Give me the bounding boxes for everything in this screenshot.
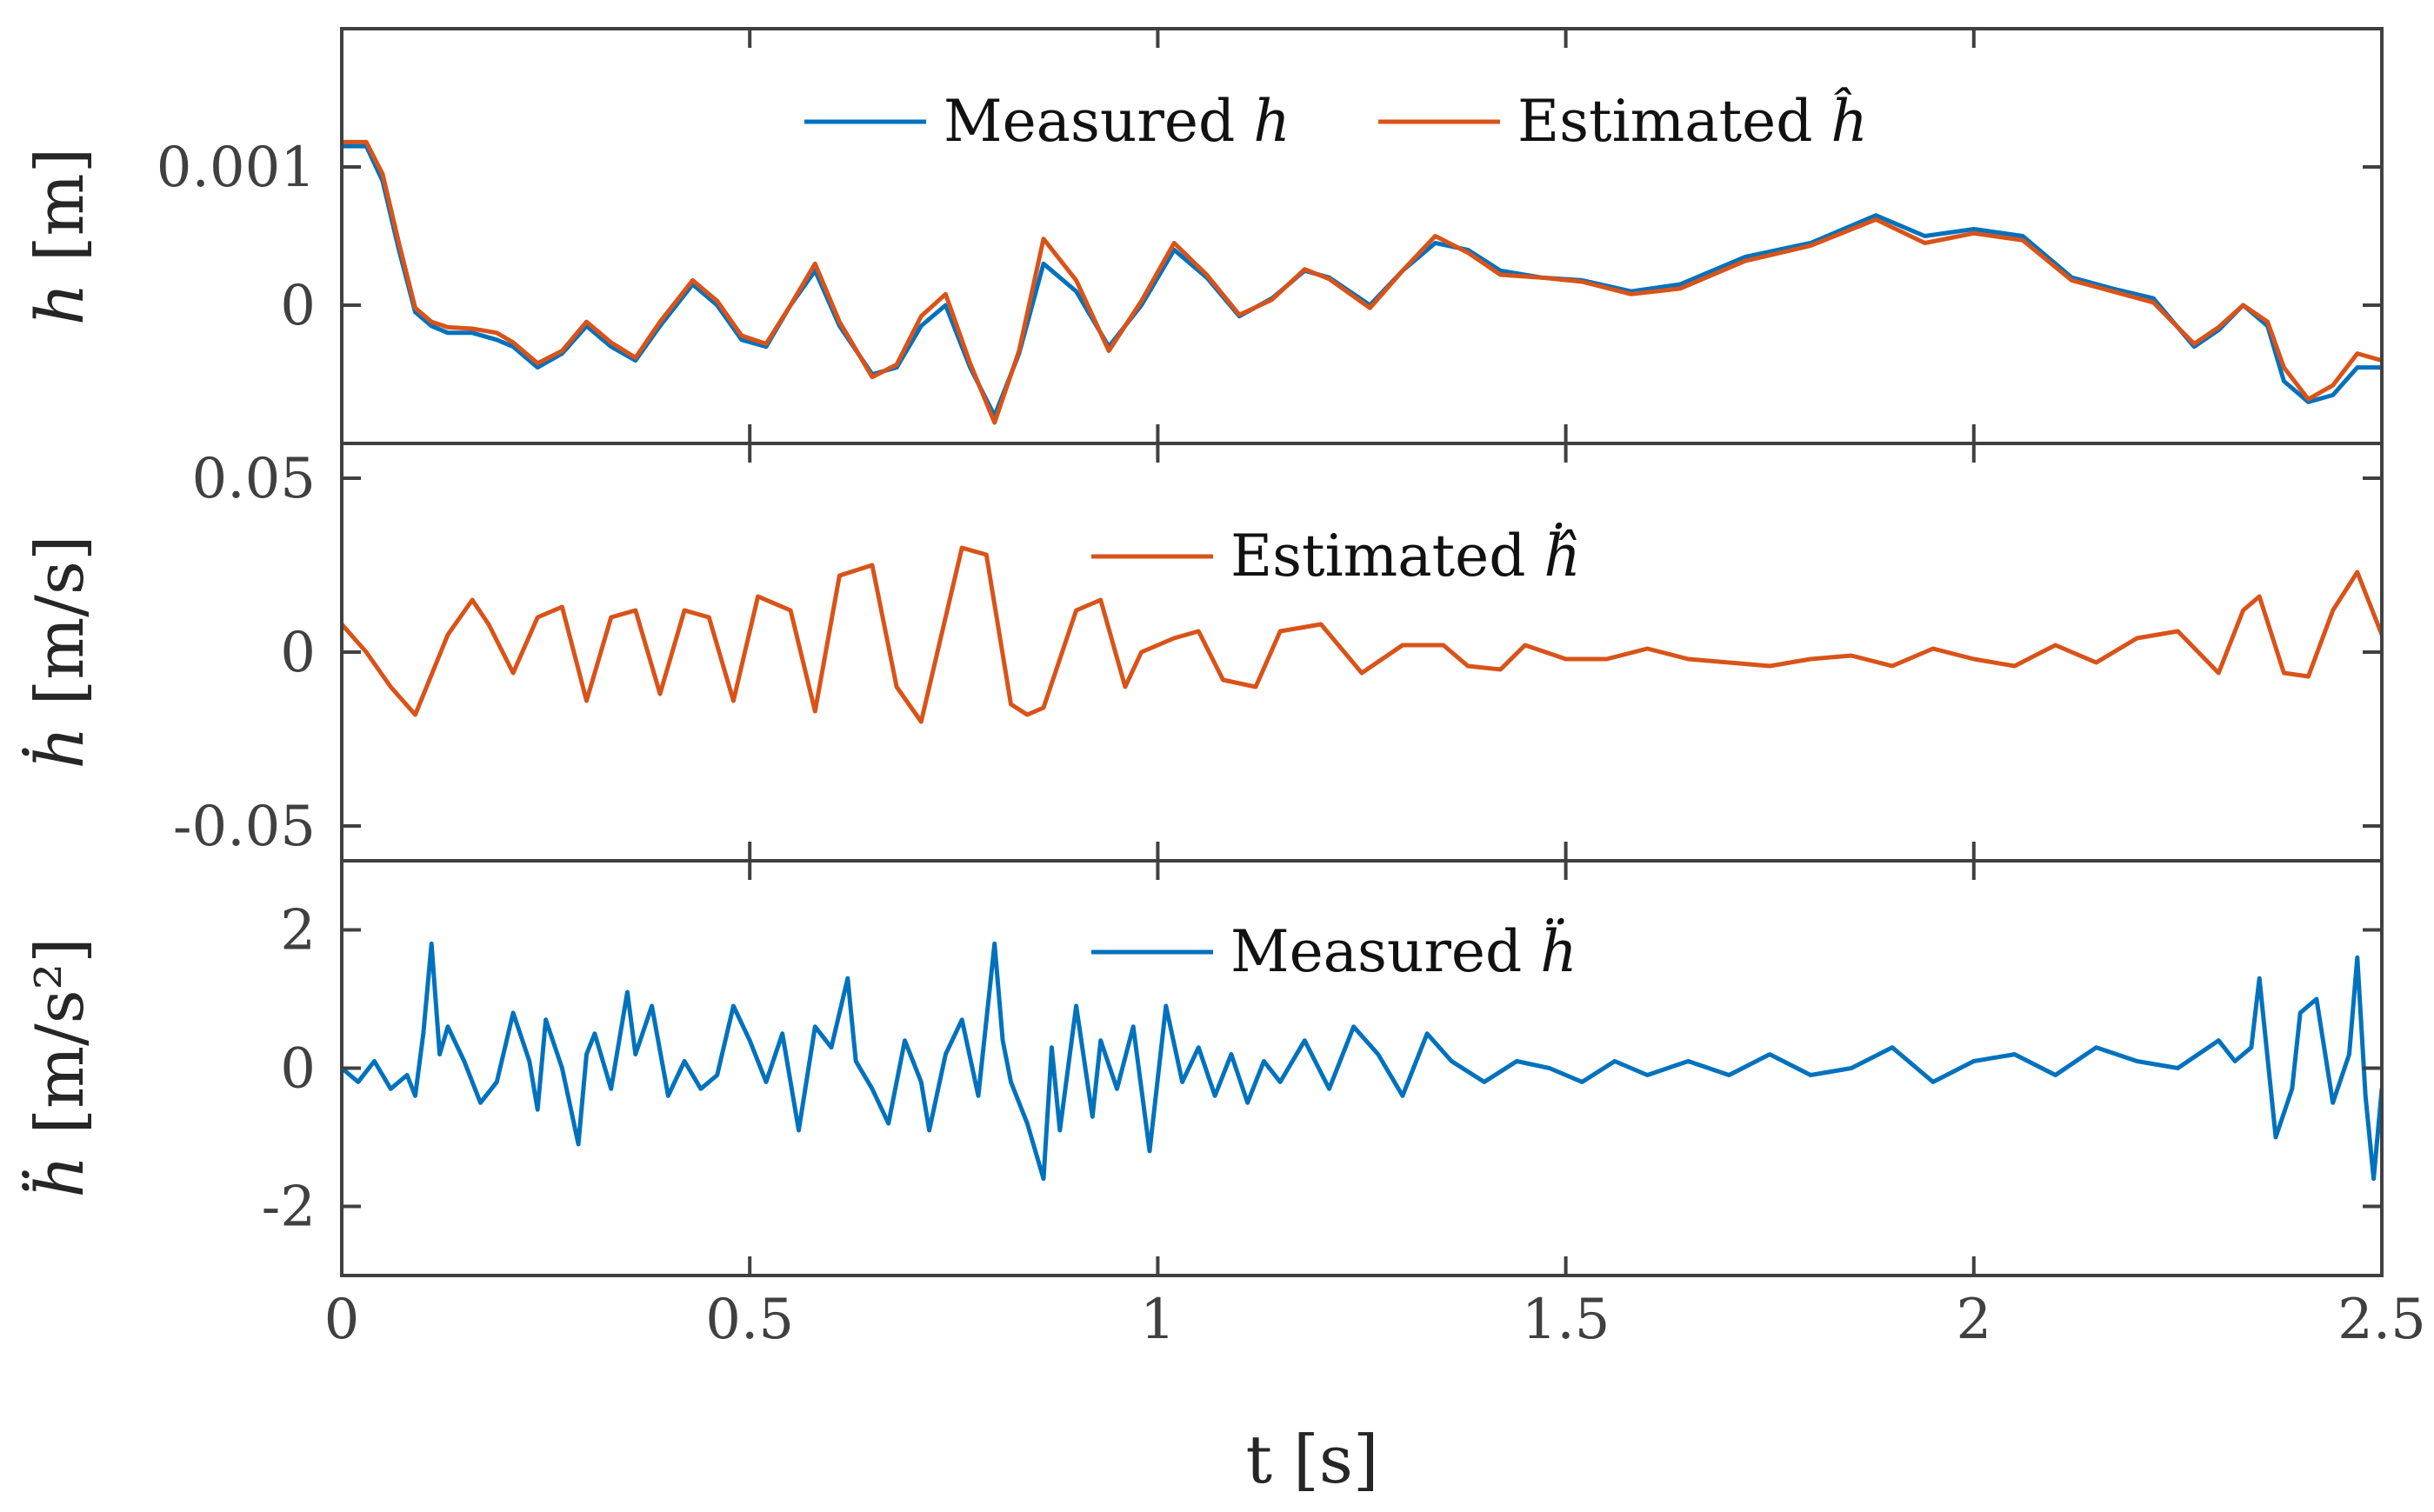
svg-text:ḧ [m/s²]: ḧ [m/s²] [21, 937, 98, 1198]
xtick-label: 2 [1956, 1288, 1991, 1352]
legend-label: Measured ḧ [1230, 918, 1577, 985]
ytick-label: 2 [280, 899, 316, 963]
ytick-label: 0.05 [192, 447, 317, 511]
series-line-panel-mid-0 [342, 545, 2382, 724]
svg-text:ḣ [m/s]: ḣ [m/s] [21, 535, 98, 769]
series-line-panel-bot-0 [342, 941, 2382, 1182]
ytick-label: 0 [280, 274, 316, 338]
ylabel-bot: ḧ [m/s²] [21, 937, 98, 1198]
ylabel-mid: ḣ [m/s] [21, 535, 98, 769]
ytick-label: 0 [280, 1037, 316, 1102]
legend-label: Measured h [944, 88, 1290, 155]
legend: Estimated ḣ̂ [1091, 523, 1581, 589]
ytick-label: 0 [280, 621, 316, 685]
xtick-label: 0.5 [705, 1288, 794, 1352]
ytick-label: 0.001 [157, 136, 316, 200]
panel-h: 0 0.001 Measured h Estimated ĥ [157, 27, 2384, 445]
xtick-label: 0 [324, 1288, 360, 1352]
xlabel: t [s] [1245, 1421, 1378, 1498]
legend: Measured ḧ [1091, 918, 1577, 985]
xtick-label: 2.5 [2337, 1288, 2426, 1352]
ytick-label: -2 [262, 1176, 316, 1240]
ylabel-top: h [m] [21, 148, 98, 326]
legend: Measured h Estimated ĥ [804, 88, 1868, 155]
axes-box [340, 27, 2384, 445]
xtick-label: 1.5 [1522, 1288, 1610, 1352]
svg-text:h [m]: h [m] [21, 148, 98, 326]
xtick-label: 1 [1140, 1288, 1176, 1352]
ytick-label: -0.05 [173, 795, 316, 859]
legend-label: Estimated ĥ [1517, 88, 1868, 155]
legend-label: Estimated ḣ̂ [1230, 523, 1581, 589]
series-line-panel-top-1 [342, 139, 2382, 425]
panel-h-dot: -0.05 0 0.05 Estimated ḣ̂ [173, 442, 2384, 863]
